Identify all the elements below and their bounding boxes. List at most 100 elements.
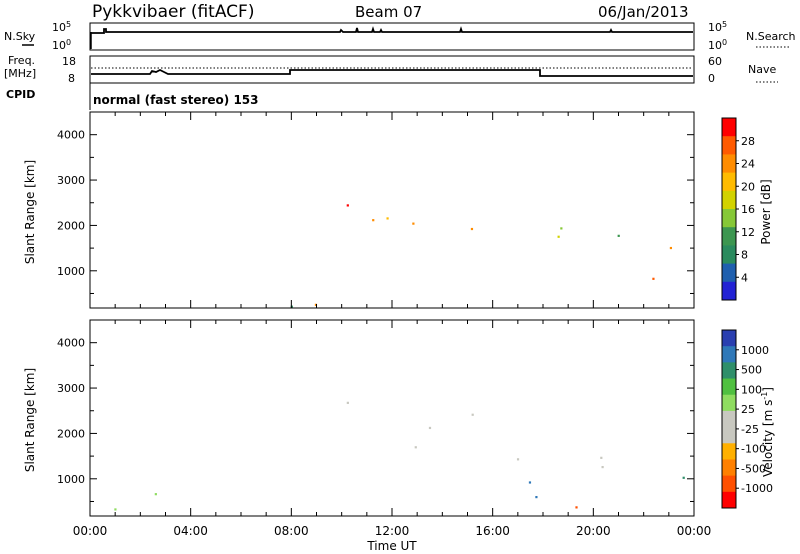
nsearch-tick-bottom: 100 — [708, 38, 727, 52]
cpid-label: CPID — [6, 88, 35, 101]
colorbar-tick-label: 8 — [741, 249, 748, 262]
radar-cell — [414, 446, 417, 449]
radar-cell — [154, 493, 157, 496]
x-tick-label: 04:00 — [173, 524, 208, 538]
colorbar-tick-label: 24 — [741, 158, 755, 171]
colorbar-segment — [722, 209, 736, 228]
colorbar-segment — [722, 136, 736, 155]
x-tick-label: 12:00 — [375, 524, 410, 538]
nave-label: Nave — [748, 63, 776, 76]
power-y-label: Slant Range [km] — [23, 160, 37, 264]
radar-cell — [412, 222, 415, 225]
colorbar-tick-label: 500 — [741, 364, 762, 377]
velocity-panel: 1000 2000 3000 4000 Slant Range [km] 1000 50… — [23, 319, 775, 517]
y-tick-label: 4000 — [57, 129, 85, 142]
y-tick-label: 1000 — [57, 473, 85, 486]
velocity-y-ticks: 1000 2000 3000 4000 — [57, 337, 694, 502]
cpid-text: normal (fast stereo) 153 — [93, 93, 259, 107]
y-tick-label: 2000 — [57, 427, 85, 440]
freq-trace — [91, 68, 693, 77]
x-tick-label: 00:00 — [73, 524, 108, 538]
radar-cell — [652, 277, 655, 280]
power-y-ticks: 1000 2000 3000 4000 — [57, 129, 694, 294]
freq-tick-top: 18 — [62, 55, 76, 68]
x-axis-labels: 00:00 04:00 08:00 12:00 16:00 20:00 00:00 — [73, 524, 712, 538]
colorbar-segment — [722, 154, 736, 174]
colorbar-segment — [722, 346, 736, 363]
y-tick-label: 3000 — [57, 174, 85, 187]
velocity-colorbar: 1000 500 100 25 -25 -100 -500 -1000 — [721, 329, 773, 509]
radar-cell — [575, 506, 578, 509]
power-panel: 1000 2000 3000 4000 Slant Range [km] 28 24 20… — [23, 111, 773, 309]
radar-cell — [516, 458, 520, 461]
freq-label-2: [MHz] — [4, 67, 36, 80]
colorbar-segment — [722, 410, 736, 428]
colorbar-segment — [722, 362, 736, 380]
radar-cell — [470, 227, 474, 231]
freq-panel: Freq. [MHz] 18 8 60 0 Nave CPID normal (… — [4, 54, 778, 110]
nave-tick-top: 60 — [708, 55, 722, 68]
x-tick-label: 16:00 — [475, 524, 510, 538]
colorbar-tick-label: 25 — [741, 403, 755, 416]
nsky-panel: N.Sky 105 100 105 100 N.Search — [4, 20, 796, 52]
power-x-ticks — [89, 112, 695, 308]
nsky-label: N.Sky — [4, 30, 36, 43]
colorbar-segment — [722, 281, 736, 301]
colorbar-segment — [722, 378, 736, 396]
colorbar-segment — [722, 245, 736, 265]
colorbar-segment — [722, 330, 736, 347]
velocity-x-ticks — [89, 320, 695, 516]
radar-cell — [386, 217, 389, 220]
radar-cell — [528, 481, 532, 484]
radar-cell — [346, 204, 349, 207]
colorbar-tick-label: 12 — [741, 226, 755, 239]
colorbar-tick-label: 20 — [741, 180, 755, 193]
radar-cell — [346, 401, 349, 404]
radar-cell — [682, 476, 685, 479]
y-tick-label: 2000 — [57, 219, 85, 232]
nave-tick-bottom: 0 — [708, 72, 715, 85]
colorbar-segment — [722, 443, 736, 460]
colorbar-tick-label: -1000 — [741, 482, 773, 495]
x-tick-label: 00:00 — [677, 524, 712, 538]
station-title: Pykkvibaer (fitACF) — [92, 2, 254, 22]
colorbar-segment — [722, 172, 736, 192]
velocity-y-label: Slant Range [km] — [23, 368, 37, 472]
x-tick-label: 20:00 — [576, 524, 611, 538]
date-title: 06/Jan/2013 — [598, 3, 689, 21]
radar-cell — [471, 413, 474, 416]
velocity-data-points — [114, 401, 685, 511]
radar-cell — [557, 235, 560, 238]
power-colorbar-label: Power [dB] — [759, 179, 773, 244]
colorbar-tick-label: 4 — [741, 271, 748, 284]
beam-title: Beam 07 — [355, 3, 422, 21]
nsky-tick-bottom: 100 — [52, 38, 71, 52]
y-tick-label: 3000 — [57, 382, 85, 395]
colorbar-segment — [722, 459, 736, 477]
colorbar-tick-label: -100 — [741, 443, 766, 456]
radar-cell — [669, 246, 673, 250]
freq-label-1: Freq. — [8, 54, 35, 67]
radar-cell — [372, 219, 375, 222]
nsky-tick-top: 105 — [52, 20, 71, 34]
x-tick-label: 08:00 — [274, 524, 309, 538]
radar-cell — [535, 495, 538, 499]
colorbar-segment — [722, 427, 736, 444]
colorbar-tick-label: 1000 — [741, 344, 769, 357]
colorbar-tick-label: 100 — [741, 383, 762, 396]
colorbar-tick-label: -25 — [741, 423, 759, 436]
freq-tick-bottom: 8 — [68, 72, 75, 85]
colorbar-segment — [722, 118, 736, 137]
colorbar-segment — [722, 475, 736, 493]
y-tick-label: 4000 — [57, 337, 85, 350]
radar-cell — [428, 426, 432, 430]
y-tick-label: 1000 — [57, 265, 85, 278]
nsearch-tick-top: 105 — [708, 20, 727, 34]
velocity-colorbar-label: Velocity [m s-1] — [760, 387, 775, 477]
radar-cell — [314, 303, 318, 306]
radar-cell — [617, 234, 620, 237]
power-colorbar: 28 24 20 16 12 8 4 — [721, 117, 755, 301]
radar-cell — [114, 508, 117, 511]
